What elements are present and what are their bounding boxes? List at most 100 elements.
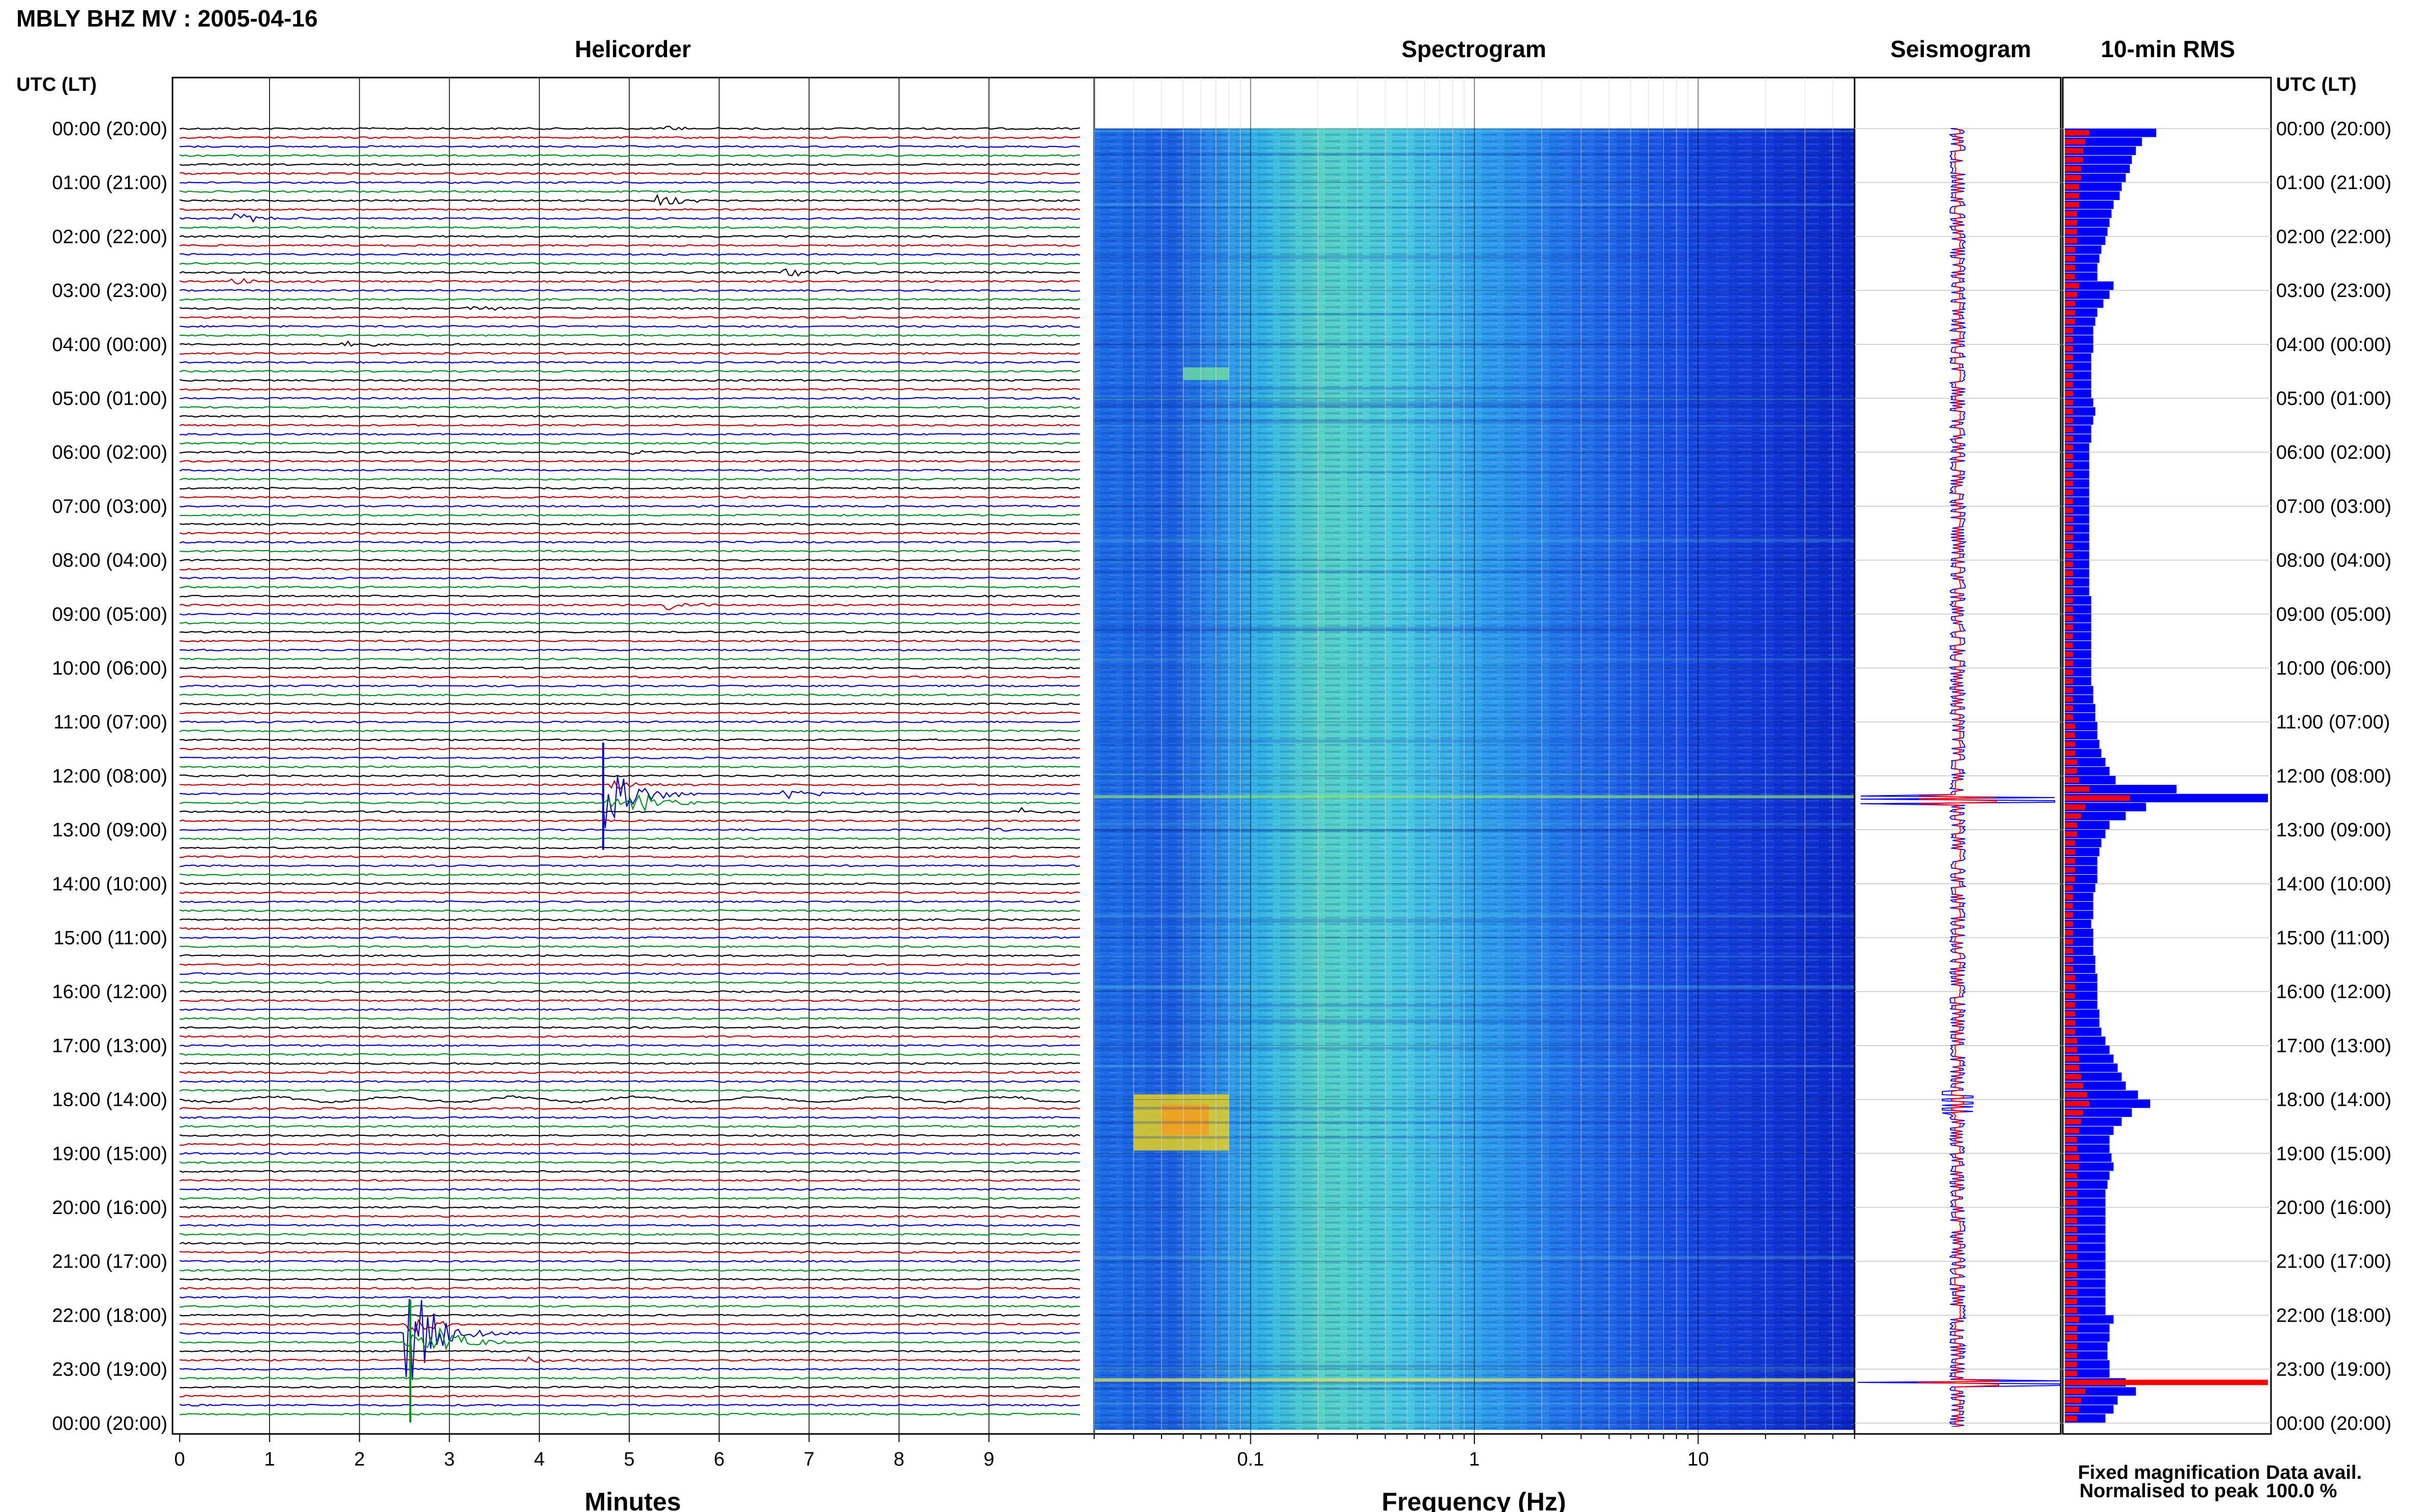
helicorder-trace	[180, 298, 1080, 301]
rms-normalised-bar	[2065, 1290, 2077, 1296]
rms-normalised-bar	[2065, 1334, 2077, 1341]
helicorder-trace	[180, 918, 1080, 921]
time-label-right: 03:00 (23:00)	[2276, 280, 2391, 302]
helicorder-trace	[180, 1313, 1080, 1317]
rms-normalised-bar	[2065, 670, 2073, 675]
right-axis-header: UTC (LT)	[2276, 74, 2357, 95]
rms-normalised-bar	[2065, 786, 2089, 792]
time-label-left: 02:00 (22:00)	[52, 226, 167, 247]
rms-normalised-bar	[2065, 345, 2073, 352]
helicorder-trace	[180, 1242, 1080, 1245]
rms-normalised-bar	[2065, 292, 2077, 298]
rms-normalised-bar	[2065, 840, 2075, 846]
rms-normalised-bar	[2065, 409, 2073, 414]
time-label-right: 00:00 (20:00)	[2276, 118, 2391, 140]
rms-normalised-bar	[2065, 714, 2073, 720]
time-label-left: 07:00 (03:00)	[52, 496, 167, 517]
time-label-left: 17:00 (13:00)	[52, 1035, 167, 1057]
time-label-right: 19:00 (15:00)	[2276, 1143, 2391, 1164]
helicorder-trace	[180, 720, 1080, 724]
time-label-right: 01:00 (21:00)	[2276, 172, 2391, 194]
helicorder-trace	[180, 1026, 1080, 1029]
rms-normalised-bar	[2065, 1200, 2077, 1205]
time-label-right: 15:00 (11:00)	[2276, 928, 2390, 949]
rms-fixed-bar	[2065, 164, 2130, 173]
rms-normalised-bar	[2065, 858, 2075, 864]
helicorder-trace	[180, 864, 1080, 867]
rms-normalised-bar	[2065, 1406, 2079, 1412]
time-label-left: 19:00 (15:00)	[52, 1143, 167, 1164]
legend-normalised-to-peak: Normalised to peak	[2080, 1480, 2259, 1502]
helicorder-trace	[180, 1376, 1080, 1380]
rms-normalised-bar	[2065, 867, 2075, 873]
helicorder-trace	[180, 1179, 1080, 1182]
time-label-right: 23:00 (19:00)	[2276, 1359, 2391, 1380]
helicorder-title: Helicorder	[575, 36, 691, 62]
rms-normalised-bar	[2065, 588, 2073, 594]
helicorder-trace	[180, 1017, 1080, 1020]
rms-normalised-bar	[2065, 831, 2077, 837]
minute-tick-label: 3	[444, 1449, 455, 1470]
helicorder-trace	[180, 414, 1080, 418]
rms-normalised-bar	[2065, 489, 2073, 495]
rms-normalised-bar	[2065, 975, 2075, 981]
helicorder-trace	[180, 213, 1080, 223]
rms-normalised-bar	[2065, 579, 2073, 585]
helicorder-trace	[180, 649, 1080, 652]
helicorder-trace	[180, 1197, 1080, 1200]
seismogram-normalised-trace	[1916, 128, 1999, 1427]
time-label-right: 08:00 (04:00)	[2276, 550, 2391, 572]
rms-normalised-bar	[2065, 732, 2075, 738]
rms-normalised-bar	[2065, 256, 2075, 262]
helicorder-trace	[180, 900, 1080, 903]
helicorder-trace	[180, 819, 1080, 823]
helicorder-trace	[180, 684, 1080, 688]
rms-normalised-bar	[2065, 804, 2085, 810]
helicorder-trace	[180, 1206, 1080, 1209]
helicorder-trace	[180, 945, 1080, 948]
time-label-left: 05:00 (01:00)	[52, 388, 167, 410]
time-label-right: 12:00 (08:00)	[2276, 765, 2391, 787]
helicorder-trace	[180, 666, 1080, 670]
rms-normalised-bar	[2065, 543, 2073, 549]
time-label-left: 11:00 (07:00)	[54, 712, 167, 733]
helicorder-trace	[180, 776, 1080, 829]
helicorder-trace	[180, 478, 1080, 481]
helicorder-trace	[180, 585, 1080, 589]
rms-normalised-bar	[2065, 229, 2077, 235]
helicorder-trace	[180, 577, 1080, 580]
rms-normalised-bar	[2065, 606, 2073, 612]
helicorder-trace	[180, 1008, 1080, 1011]
time-label-right: 21:00 (17:00)	[2276, 1251, 2391, 1273]
helicorder-trace	[180, 325, 1080, 328]
time-label-right: 18:00 (14:00)	[2276, 1089, 2391, 1111]
rms-normalised-bar	[2065, 507, 2073, 513]
rms-normalised-bar	[2065, 1092, 2087, 1098]
time-label-right: 02:00 (22:00)	[2276, 226, 2391, 247]
helicorder-trace	[180, 756, 1080, 759]
helicorder-trace	[180, 990, 1080, 993]
rms-normalised-bar	[2065, 202, 2079, 208]
helicorder-trace	[180, 396, 1080, 400]
helicorder-trace	[180, 1080, 1080, 1083]
time-label-right: 16:00 (12:00)	[2276, 981, 2391, 1003]
rms-normalised-bar	[2065, 633, 2073, 639]
helicorder-trace	[180, 460, 1080, 463]
helicorder-trace	[180, 190, 1080, 193]
time-label-left: 18:00 (14:00)	[52, 1089, 167, 1111]
helicorder-trace	[180, 1224, 1080, 1227]
time-label-left: 04:00 (00:00)	[52, 334, 167, 356]
rms-normalised-bar	[2065, 499, 2073, 504]
seismogram-trace	[1858, 128, 2060, 1427]
right-time-labels: 00:00 (20:00) 01:00 (21:00) 02:00 (22:00) 0…	[2276, 118, 2391, 1434]
rms-normalised-bar	[2065, 939, 2073, 945]
spectrogram-title: Spectrogram	[1401, 36, 1546, 62]
time-label-right: 13:00 (09:00)	[2276, 820, 2391, 841]
rms-normalised-bar	[2065, 1272, 2077, 1277]
rms-normalised-bar	[2065, 1191, 2077, 1197]
helicorder-trace	[180, 289, 1080, 292]
rms-normalised-bar	[2065, 1163, 2079, 1170]
rms-normalised-bar	[2065, 822, 2077, 828]
rms-normalised-bar	[2065, 750, 2075, 756]
rms-normalised-bar	[2065, 1326, 2077, 1331]
